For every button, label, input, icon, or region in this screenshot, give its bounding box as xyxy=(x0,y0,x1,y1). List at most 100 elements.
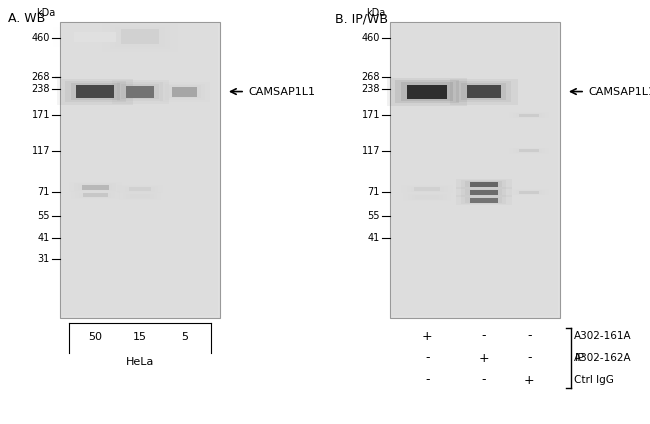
Text: -: - xyxy=(481,374,486,387)
Bar xyxy=(115,27,164,47)
Bar xyxy=(78,184,112,190)
Bar xyxy=(62,29,129,45)
Text: CAMSAP1L1: CAMSAP1L1 xyxy=(588,86,650,97)
Bar xyxy=(62,24,218,316)
Bar xyxy=(415,187,441,191)
Bar xyxy=(514,113,545,117)
Bar xyxy=(79,192,111,198)
Bar xyxy=(117,185,162,193)
Bar xyxy=(456,179,512,189)
Text: CAMSAP1L1: CAMSAP1L1 xyxy=(248,86,315,97)
Bar xyxy=(519,191,540,194)
Bar xyxy=(125,187,155,192)
Bar xyxy=(390,22,560,318)
Bar xyxy=(404,193,451,201)
Bar xyxy=(70,83,120,100)
Bar xyxy=(465,197,502,204)
Bar xyxy=(469,198,497,203)
Text: A302-161A: A302-161A xyxy=(574,331,632,341)
Bar xyxy=(129,187,151,191)
Text: 268: 268 xyxy=(361,72,380,82)
Text: 171: 171 xyxy=(31,110,50,120)
Bar xyxy=(408,194,447,201)
Text: 31: 31 xyxy=(38,254,50,264)
Text: 238: 238 xyxy=(31,84,50,94)
Bar xyxy=(69,182,122,192)
Text: IP: IP xyxy=(575,353,585,363)
Text: -: - xyxy=(527,351,532,365)
Text: A302-162A: A302-162A xyxy=(574,353,632,363)
Bar xyxy=(112,80,168,103)
Text: HeLa: HeLa xyxy=(126,357,154,367)
Bar xyxy=(126,194,153,199)
Bar xyxy=(516,113,542,117)
Text: A. WB: A. WB xyxy=(8,12,46,25)
Bar xyxy=(516,149,542,153)
Text: 55: 55 xyxy=(38,211,50,221)
Bar xyxy=(510,189,549,195)
Bar xyxy=(519,149,540,152)
Bar xyxy=(408,84,447,98)
Text: kDa: kDa xyxy=(36,8,55,18)
Bar xyxy=(169,85,201,98)
Text: 460: 460 xyxy=(361,33,380,43)
Text: -: - xyxy=(527,329,532,343)
Text: +: + xyxy=(422,329,433,343)
Text: 117: 117 xyxy=(361,146,380,156)
Bar xyxy=(387,78,467,106)
Bar xyxy=(117,82,162,101)
Bar xyxy=(412,195,443,200)
Bar xyxy=(462,83,506,100)
Bar xyxy=(102,22,178,52)
Bar xyxy=(519,114,540,117)
Text: B. IP/WB: B. IP/WB xyxy=(335,12,388,25)
Text: kDa: kDa xyxy=(366,8,385,18)
Bar xyxy=(110,25,170,49)
Bar xyxy=(456,187,512,197)
Bar xyxy=(70,191,120,199)
Bar xyxy=(172,86,197,97)
Text: 268: 268 xyxy=(31,72,50,82)
Bar xyxy=(125,86,154,98)
Bar xyxy=(129,194,150,198)
Bar xyxy=(469,190,497,195)
Bar xyxy=(510,112,549,118)
Bar xyxy=(60,22,220,318)
Bar xyxy=(165,84,205,100)
Bar xyxy=(469,182,497,187)
Bar xyxy=(467,85,500,98)
Bar xyxy=(122,84,159,99)
Bar xyxy=(415,195,439,199)
Bar xyxy=(65,81,125,102)
Bar xyxy=(395,81,460,103)
Bar xyxy=(402,185,454,193)
Bar xyxy=(74,183,116,191)
Bar xyxy=(57,78,133,105)
Text: Ctrl IgG: Ctrl IgG xyxy=(574,375,614,385)
Bar xyxy=(510,148,549,154)
Bar xyxy=(461,180,506,188)
Text: 71: 71 xyxy=(38,187,50,197)
Text: 460: 460 xyxy=(32,33,50,43)
Text: 50: 50 xyxy=(88,332,102,342)
Text: 71: 71 xyxy=(368,187,380,197)
Bar xyxy=(392,24,558,316)
Bar xyxy=(456,195,512,205)
Bar xyxy=(75,192,115,198)
Text: 15: 15 xyxy=(133,332,147,342)
Text: 117: 117 xyxy=(31,146,50,156)
Bar xyxy=(122,186,158,192)
Bar xyxy=(76,85,114,98)
Text: 41: 41 xyxy=(38,233,50,243)
Text: +: + xyxy=(524,374,535,387)
Text: 238: 238 xyxy=(361,84,380,94)
Bar xyxy=(461,188,506,196)
Bar xyxy=(74,32,116,42)
Bar xyxy=(450,78,517,105)
Text: 171: 171 xyxy=(361,110,380,120)
Bar xyxy=(402,82,454,100)
Bar xyxy=(82,185,109,190)
Bar xyxy=(119,192,161,200)
Bar xyxy=(456,81,511,102)
Text: 5: 5 xyxy=(181,332,188,342)
